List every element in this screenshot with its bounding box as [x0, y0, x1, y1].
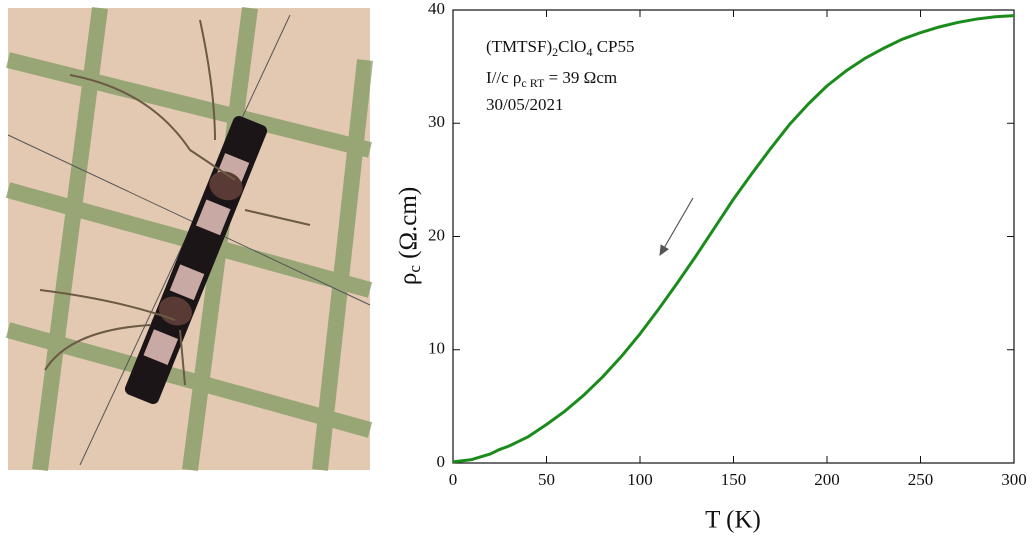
x-tick-label: 50 — [538, 470, 555, 489]
y-tick-label: 30 — [428, 112, 445, 131]
y-tick-label: 10 — [428, 339, 445, 358]
y-tick-label: 0 — [437, 452, 446, 471]
cooling-arrow — [659, 197, 694, 257]
annotation-text: ClO — [558, 37, 586, 56]
sample-photo — [5, 6, 373, 472]
x-tick-label: 300 — [1001, 470, 1027, 489]
y-axis-title-part: ρ — [395, 273, 422, 285]
resistivity-curve — [452, 14, 1015, 464]
annotation-text: c RT — [521, 76, 545, 90]
annotation-text: 4 — [586, 45, 592, 59]
y-axis-title-part: (Ω.cm) — [395, 187, 422, 265]
x-axis-title: T (K) — [705, 507, 761, 534]
annotation-text: I//c ρ — [486, 68, 521, 87]
annotation-text: 30/05/2021 — [486, 95, 563, 114]
y-tick-label: 20 — [428, 225, 445, 244]
annotation-text: 2 — [552, 45, 558, 59]
y-axis-title-part: c — [405, 265, 424, 273]
annotation-text: (TMTSF) — [486, 37, 552, 56]
y-axis-title: ρc (Ω.cm) — [395, 187, 424, 285]
annotation: I//c ρc RT = 39 Ωcm — [486, 68, 617, 90]
x-tick-label: 200 — [814, 470, 840, 489]
x-tick-label: 0 — [449, 470, 458, 489]
y-tick-label: 40 — [428, 0, 445, 18]
x-tick-label: 150 — [721, 470, 747, 489]
annotation-text: = 39 Ωcm — [544, 68, 617, 87]
annotation: (TMTSF)2ClO4 CP55 — [486, 37, 635, 59]
x-tick-label: 250 — [908, 470, 934, 489]
annotation: 30/05/2021 — [486, 95, 563, 114]
x-tick-label: 100 — [627, 470, 653, 489]
annotation-text: CP55 — [592, 37, 634, 56]
